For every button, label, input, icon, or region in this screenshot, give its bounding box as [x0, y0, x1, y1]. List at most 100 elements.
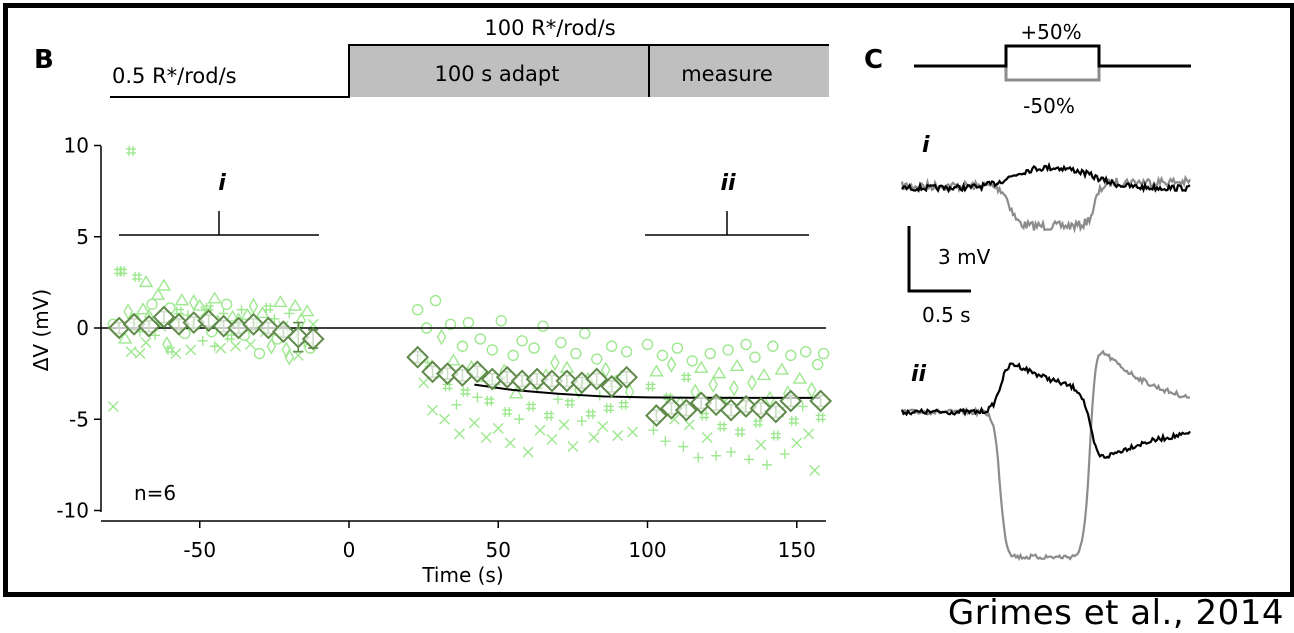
- raw-point-circle: [444, 318, 457, 331]
- raw-point-circle: [686, 355, 698, 367]
- contrast-down-step: [914, 64, 1191, 82]
- raw-point-x: [612, 430, 624, 442]
- raw-point-triangle: [774, 362, 790, 375]
- trace-ii-minus: [901, 349, 1191, 562]
- raw-point-plus: [514, 414, 525, 425]
- raw-point-hash: [117, 266, 128, 277]
- raw-point-hash: [460, 386, 471, 397]
- raw-point-x: [185, 344, 197, 356]
- raw-point-circle: [555, 336, 567, 349]
- raw-point-hash: [752, 417, 763, 428]
- mean-marker: [809, 389, 833, 413]
- mean-marker: [585, 367, 609, 391]
- raw-point-x: [522, 446, 534, 458]
- raw-point-plus: [693, 452, 704, 463]
- raw-point-hash: [164, 344, 175, 355]
- scale-bar-lines: [907, 226, 971, 293]
- raw-point-triangle: [174, 293, 190, 306]
- raw-point-x: [803, 428, 815, 440]
- raw-point-x: [627, 426, 639, 438]
- raw-point-x: [809, 464, 821, 476]
- raw-point-diamond: [747, 374, 757, 392]
- raw-point-x: [418, 377, 430, 389]
- raw-point-triangle: [649, 364, 664, 377]
- raw-point-plus: [472, 392, 483, 403]
- scale-bar-time-label: 0.5 s: [922, 303, 971, 327]
- raw-point-hash: [735, 427, 746, 438]
- scale-bar-voltage-label: 3 mV: [938, 245, 991, 269]
- raw-point-circle: [253, 347, 266, 360]
- raw-point-x: [468, 417, 480, 429]
- raw-point-x: [230, 340, 242, 352]
- raw-point-triangle: [138, 275, 154, 288]
- x-tick-label: 100: [628, 538, 666, 562]
- raw-point-circle: [507, 349, 519, 362]
- raw-point-circle: [429, 294, 442, 307]
- mean-markers: [107, 305, 833, 428]
- raw-point-triangle: [693, 360, 709, 373]
- mean-marker: [137, 314, 161, 338]
- raw-point-triangle: [117, 331, 133, 344]
- x-tick-label: 150: [778, 538, 816, 562]
- mean-marker: [779, 389, 803, 413]
- step-fill: [349, 45, 829, 97]
- raw-point-diamond: [729, 379, 739, 397]
- exponential-fit-line: [474, 383, 821, 399]
- baseline-label: 0.5 R*/rod/s: [112, 64, 237, 88]
- raw-point-plus: [552, 394, 563, 405]
- raw-point-diamond: [550, 354, 560, 372]
- raw-point-hash: [603, 403, 614, 414]
- raw-point-plus: [209, 341, 220, 352]
- raw-point-triangle: [273, 295, 288, 308]
- raw-point-x: [107, 400, 119, 412]
- raw-point-hash: [788, 416, 799, 427]
- raw-point-x: [215, 342, 227, 354]
- raw-point-plus: [660, 436, 671, 447]
- raw-point-plus: [576, 416, 587, 427]
- x-tick-label: 50: [486, 538, 511, 562]
- raw-point-triangle: [255, 306, 270, 319]
- raw-point-triangle: [729, 358, 745, 372]
- raw-point-hash: [502, 406, 513, 417]
- raw-point-circle: [570, 347, 582, 360]
- y-tick-label: 5: [76, 225, 89, 249]
- raw-point-triangle: [207, 291, 222, 304]
- raw-point-diamond: [188, 294, 199, 311]
- raw-point-x: [504, 437, 516, 449]
- raw-point-circle: [656, 349, 669, 362]
- raw-point-x: [701, 432, 713, 443]
- mean-marker: [406, 345, 430, 369]
- contrast-up-label: +50%: [1020, 20, 1081, 44]
- raw-point-plus: [726, 447, 737, 458]
- raw-point-circle: [516, 335, 528, 347]
- protocol-trace: [110, 44, 829, 98]
- raw-point-diamond: [806, 381, 817, 399]
- raw-point-hash: [442, 381, 453, 392]
- mean-marker: [615, 365, 639, 389]
- raw-point-plus: [761, 459, 772, 470]
- step-label: 100 R*/rod/s: [484, 16, 615, 40]
- raw-point-hash: [526, 401, 537, 412]
- raw-point-circle: [671, 342, 684, 354]
- raw-point-circle: [811, 358, 824, 371]
- raw-point-hash: [543, 410, 554, 421]
- raw-point-hash: [126, 145, 137, 156]
- raw-point-plus: [648, 425, 659, 436]
- raw-point-circle: [528, 342, 540, 354]
- contrast-up-step: [914, 44, 1191, 68]
- raw-point-circle: [146, 298, 158, 310]
- raw-point-circle: [785, 349, 797, 362]
- raw-point-triangle: [156, 278, 172, 291]
- raw-point-hash: [132, 271, 143, 282]
- raw-point-triangle: [711, 366, 727, 379]
- raw-point-x: [588, 432, 600, 443]
- raw-point-triangle: [756, 368, 772, 381]
- raw-point-circle: [800, 346, 812, 358]
- raw-point-hash: [224, 332, 235, 343]
- raw-point-x: [558, 419, 570, 431]
- mean-marker: [301, 327, 325, 351]
- raw-point-plus: [269, 313, 280, 324]
- y-tick-label: -10: [56, 499, 89, 523]
- raw-point-plus: [743, 454, 754, 465]
